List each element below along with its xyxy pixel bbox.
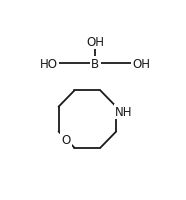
- Text: HO: HO: [40, 58, 58, 71]
- Text: B: B: [91, 58, 99, 71]
- Text: NH: NH: [115, 105, 132, 118]
- Text: O: O: [61, 133, 70, 146]
- Text: OH: OH: [132, 58, 150, 71]
- Text: OH: OH: [86, 36, 104, 49]
